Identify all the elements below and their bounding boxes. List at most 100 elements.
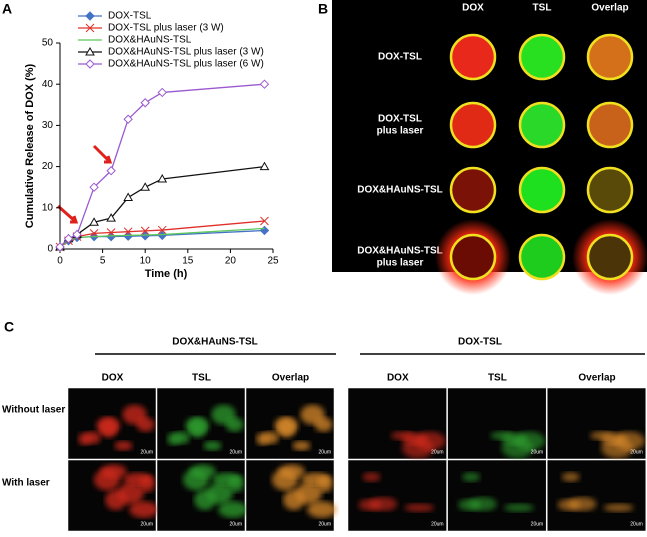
- x-tick-label: 0: [57, 256, 63, 267]
- cell: [468, 497, 497, 512]
- cell: [96, 417, 121, 435]
- well: [586, 33, 634, 81]
- marker: [123, 227, 133, 237]
- scale-label: 20um: [229, 449, 242, 455]
- cell: [316, 476, 333, 493]
- cell: [501, 437, 534, 459]
- y-tick-label: 10: [42, 202, 54, 213]
- well: [586, 101, 634, 149]
- cell: [138, 476, 155, 493]
- scale-label: 20um: [229, 521, 242, 527]
- cell: [504, 503, 534, 512]
- marker: [259, 225, 270, 236]
- scale-label: 20um: [431, 449, 444, 455]
- scale-label: 20um: [531, 521, 544, 527]
- marker: [72, 229, 82, 240]
- marker: [157, 225, 167, 235]
- marker: [89, 217, 99, 226]
- row-label: DOX&HAuNS-TSL: [357, 185, 443, 196]
- cell: [274, 417, 299, 435]
- scale-label: 20um: [531, 449, 544, 455]
- cell: [402, 437, 434, 459]
- series-line: [59, 83, 265, 248]
- marker: [85, 46, 95, 56]
- cell: [218, 501, 248, 518]
- marker: [157, 87, 167, 98]
- well: [586, 233, 634, 281]
- column-header: DOX: [462, 3, 484, 14]
- cell: [206, 482, 233, 505]
- legend-label: DOX-TSL: [108, 11, 152, 22]
- column-header: TSL: [192, 373, 211, 384]
- well: [449, 101, 497, 149]
- x-tick-label: 10: [140, 256, 152, 267]
- x-tick-label: 25: [267, 256, 279, 267]
- cell: [307, 501, 337, 518]
- cell: [78, 432, 91, 446]
- marker: [140, 98, 150, 108]
- cell: [100, 464, 127, 479]
- well: [518, 33, 566, 81]
- y-tick-label: 50: [42, 38, 54, 49]
- marker: [123, 114, 133, 124]
- legend-label: DOX&HAuNS-TSL plus laser (3 W): [108, 47, 264, 58]
- cell: [189, 464, 216, 479]
- row-label: plus laser: [377, 126, 424, 137]
- cell: [362, 472, 381, 482]
- x-tick-label: 20: [225, 256, 237, 267]
- marker: [106, 166, 116, 176]
- column-header: Overlap: [591, 3, 628, 14]
- panel-label: B: [318, 1, 328, 17]
- cell: [167, 432, 180, 446]
- cell: [136, 417, 155, 432]
- cell: [227, 476, 244, 493]
- well: [518, 233, 566, 281]
- column-header: TSL: [533, 3, 552, 14]
- cell: [256, 432, 269, 446]
- marker: [123, 231, 133, 241]
- cell: [225, 417, 244, 432]
- group-header: DOX&HAuNS-TSL: [172, 337, 258, 348]
- x-axis-label: Time (h): [145, 268, 188, 280]
- column-header: DOX: [387, 373, 409, 384]
- row-label: plus laser: [377, 258, 424, 269]
- scale-label: 20um: [140, 521, 153, 527]
- micrograph: [447, 459, 547, 532]
- marker: [85, 11, 95, 21]
- cell: [117, 482, 144, 505]
- y-tick-label: 0: [47, 244, 53, 255]
- marker: [259, 161, 270, 171]
- marker: [89, 182, 99, 192]
- well: [518, 166, 566, 214]
- scale-label: 20um: [630, 521, 643, 527]
- y-tick-label: 20: [42, 161, 54, 172]
- marker: [55, 242, 65, 252]
- micrograph: [546, 459, 647, 532]
- cell: [185, 417, 210, 435]
- cell: [561, 472, 580, 482]
- cell: [114, 441, 133, 451]
- row-label: Without laser: [2, 405, 65, 416]
- x-tick-label: 15: [182, 256, 194, 267]
- marker: [63, 233, 74, 244]
- well: [449, 233, 497, 281]
- column-header: DOX: [102, 373, 124, 384]
- marker: [106, 231, 116, 242]
- marker: [260, 216, 269, 226]
- panel-label: C: [4, 319, 14, 335]
- cell: [404, 503, 435, 512]
- marker: [157, 173, 168, 183]
- cell: [278, 464, 305, 479]
- cell: [314, 417, 333, 432]
- row-label: DOX-TSL: [378, 114, 422, 125]
- row-label: DOX-TSL: [378, 52, 422, 63]
- well: [586, 166, 634, 214]
- arrow: [92, 144, 113, 164]
- scale-label: 20um: [140, 449, 153, 455]
- y-tick-label: 30: [42, 120, 54, 131]
- column-header: TSL: [488, 373, 507, 384]
- arrow: [57, 204, 79, 224]
- marker: [85, 59, 95, 69]
- marker: [140, 226, 150, 236]
